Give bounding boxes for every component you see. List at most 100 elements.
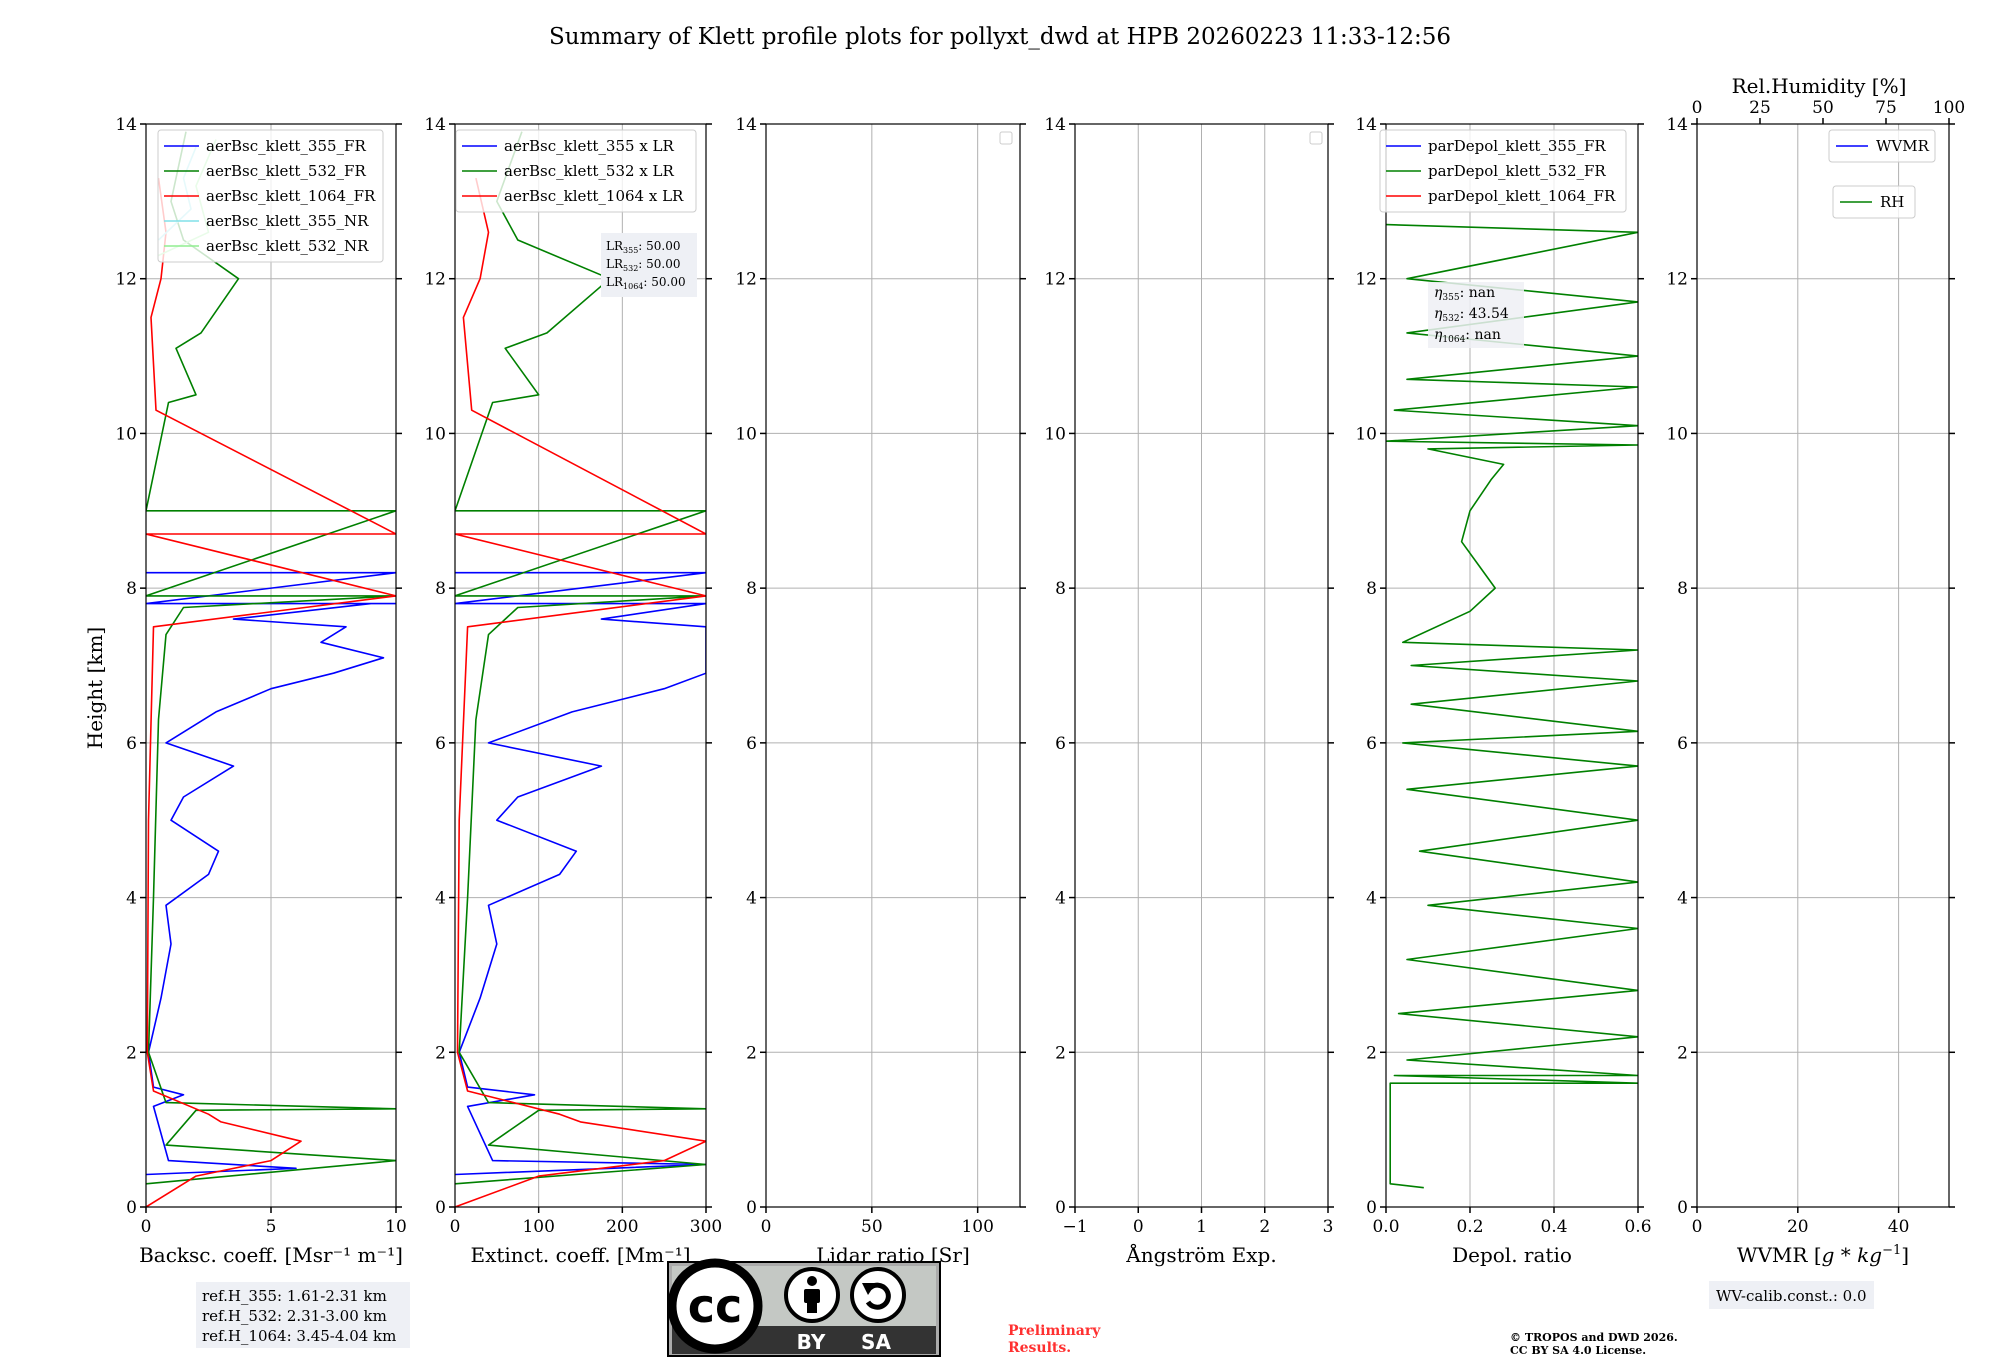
legend-entry: parDepol_klett_355_FR [1428, 137, 1606, 155]
attribution-icon [784, 1267, 840, 1323]
y-tick-label: 2 [435, 1043, 446, 1063]
legend-entry: aerBsc_klett_355_NR [206, 212, 369, 230]
y-tick-label: 2 [1055, 1043, 1066, 1063]
y-tick-label: 12 [1044, 270, 1066, 290]
y-tick-label: 4 [1366, 889, 1377, 909]
y-tick-label: 14 [1666, 115, 1688, 135]
series-line-aerBsc_klett_355_FR [146, 571, 396, 1176]
y-tick-label: 4 [746, 889, 757, 909]
ref-height-355: ref.H_355: 1.61-2.31 km [202, 1287, 387, 1305]
share-alike-icon [850, 1267, 906, 1323]
series-line-aerBsc_klett_355 x LR [455, 571, 706, 1176]
series-line-aerBsc_klett_532_FR [146, 131, 396, 1185]
top-tick-label: 50 [1812, 98, 1834, 118]
eta-info-box: η355: nan η532: 43.54 η1064: nan [1428, 282, 1524, 348]
y-tick-label: 6 [126, 734, 137, 754]
lr-532: LR532: 50.00 [606, 257, 681, 273]
lidar-ratio-info-box: LR355: 50.00 LR532: 50.00 LR1064: 50.00 [601, 233, 697, 297]
x-tick-label: 20 [1787, 1217, 1809, 1237]
y-tick-label: 8 [126, 579, 137, 599]
wv-calibration-box: WV-calib.const.: 0.0 [1709, 1281, 1874, 1309]
cc-logo [667, 1258, 763, 1354]
lr-1064: LR1064: 50.00 [606, 275, 686, 291]
rh-axis-label: Rel.Humidity [%] [1732, 74, 1907, 98]
x-tick-label: 0 [1133, 1217, 1144, 1237]
x-tick-label: 0 [761, 1217, 772, 1237]
cc-logo-text: cc [688, 1279, 743, 1333]
x-tick-label: 10 [385, 1217, 407, 1237]
badge-by-text: BY [797, 1330, 826, 1354]
wvmr-frame [1696, 123, 1950, 1208]
top-tick-label: 75 [1875, 98, 1897, 118]
x-tick-label: 0.0 [1372, 1217, 1399, 1237]
y-tick-label: 0 [1677, 1198, 1688, 1218]
depol-frame [1385, 123, 1639, 1208]
y-tick-label: 14 [735, 115, 757, 135]
eta-532: η532: 43.54 [1434, 306, 1509, 324]
empty-legend [1309, 131, 1323, 145]
x-tick-label: 1 [1196, 1217, 1207, 1237]
y-tick-label: 12 [115, 270, 137, 290]
top-tick-label: 100 [1933, 98, 1965, 118]
x-tick-label: 3 [1323, 1217, 1334, 1237]
x-tick-label: 0 [1692, 1217, 1703, 1237]
wvmr-legend[interactable]: WVMR [1828, 129, 1936, 163]
y-tick-label: 2 [1366, 1043, 1377, 1063]
legend-entry: aerBsc_klett_1064_FR [206, 187, 376, 205]
reference-heights-box: ref.H_355: 1.61-2.31 km ref.H_532: 2.31-… [196, 1282, 410, 1348]
y-tick-label: 10 [735, 424, 757, 444]
y-tick-label: 4 [126, 889, 137, 909]
y-tick-label: 12 [1355, 270, 1377, 290]
y-tick-label: 10 [115, 424, 137, 444]
x-tick-label: 0.2 [1456, 1217, 1483, 1237]
y-tick-label: 14 [424, 115, 446, 135]
empty-legend [999, 131, 1013, 145]
eta-355: η355: nan [1434, 285, 1495, 303]
y-axis-label: Height [km] [83, 627, 107, 749]
y-tick-label: 6 [746, 734, 757, 754]
wv-calib-text: WV-calib.const.: 0.0 [1716, 1287, 1867, 1305]
y-tick-label: 12 [424, 270, 446, 290]
y-tick-label: 4 [435, 889, 446, 909]
y-tick-label: 14 [1044, 115, 1066, 135]
y-tick-label: 6 [1055, 734, 1066, 754]
legend-entry: aerBsc_klett_355 x LR [504, 137, 675, 155]
copyright-line-1: © TROPOS and DWD 2026. [1510, 1331, 1678, 1344]
extinction-panel: 0 2 4 6 8 10 12 14 0 100 200 300 Extinct. coeff. [M… [424, 115, 722, 1267]
x-tick-label: 0.4 [1540, 1217, 1567, 1237]
y-tick-label: 8 [1055, 579, 1066, 599]
rh-legend[interactable]: RH [1832, 185, 1916, 219]
depol-legend[interactable]: parDepol_klett_355_FR parDepol_klett_532… [1379, 129, 1627, 213]
extinction-frame [454, 123, 707, 1208]
y-tick-label: 6 [1677, 734, 1688, 754]
x-tick-label: 5 [266, 1217, 277, 1237]
y-tick-label: 12 [735, 270, 757, 290]
eta-1064: η1064: nan [1434, 327, 1501, 345]
top-tick-label: 0 [1692, 98, 1703, 118]
extinction-legend[interactable]: aerBsc_klett_355 x LR aerBsc_klett_532 x… [455, 129, 697, 213]
backscatter-xlabel: Backsc. coeff. [Msr⁻¹ m⁻¹] [139, 1243, 403, 1267]
figure-title: Summary of Klett profile plots for polly… [549, 24, 1451, 50]
series-line-parDepol_klett_532_FR [1386, 223, 1638, 1189]
angstrom-xlabel: Ångström Exp. [1125, 1242, 1276, 1267]
y-tick-label: 0 [746, 1198, 757, 1218]
backscatter-legend[interactable]: aerBsc_klett_355_FR aerBsc_klett_532_FR … [157, 129, 384, 263]
x-tick-label: 200 [606, 1217, 638, 1237]
y-tick-label: 14 [115, 115, 137, 135]
legend-entry: aerBsc_klett_532_NR [206, 237, 369, 255]
y-tick-label: 10 [424, 424, 446, 444]
top-tick-label: 25 [1749, 98, 1771, 118]
x-tick-label: 50 [861, 1217, 883, 1237]
lr-355: LR355: 50.00 [606, 239, 681, 255]
series-line-aerBsc_klett_532 x LR [455, 131, 706, 1185]
preliminary-line-1: Preliminary [1008, 1323, 1101, 1339]
ref-height-532: ref.H_532: 2.31-3.00 km [202, 1307, 387, 1325]
y-tick-label: 2 [126, 1043, 137, 1063]
y-tick-label: 6 [435, 734, 446, 754]
y-tick-label: 0 [435, 1198, 446, 1218]
extinction-xlabel: Extinct. coeff. [Mm⁻¹] [470, 1243, 690, 1267]
wvmr-xlabel: WVMR [g * kg−1] [1737, 1243, 1909, 1267]
